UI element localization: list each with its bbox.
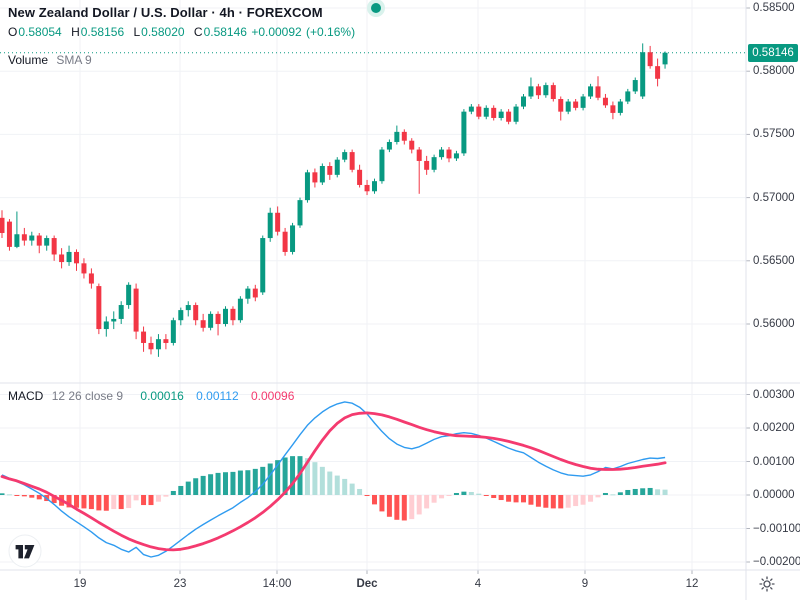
time-axis-label: 9 bbox=[581, 578, 589, 590]
volume-legend[interactable]: Volume SMA 9 bbox=[8, 53, 92, 67]
ohlc-values-row[interactable]: O0.58054 H0.58156 L0.58020 C0.58146 +0.0… bbox=[8, 25, 355, 39]
macd-hist-value: 0.00016 bbox=[140, 389, 184, 403]
low-label: L bbox=[133, 25, 141, 39]
low-value: 0.58020 bbox=[141, 25, 185, 39]
volume-params: SMA 9 bbox=[56, 53, 92, 67]
macd-axis-label: 0.00300 bbox=[753, 388, 795, 401]
time-axis-label: 12 bbox=[685, 578, 699, 590]
price-axis-label: 0.57000 bbox=[753, 191, 795, 204]
change-pct-value: (+0.16%) bbox=[306, 25, 356, 39]
time-axis-label: 19 bbox=[73, 578, 87, 590]
main-legend: New Zealand Dollar / U.S. Dollar · 4h · … bbox=[8, 5, 323, 20]
time-axis-label: 14:00 bbox=[262, 578, 292, 590]
price-axis-label: 0.58500 bbox=[753, 2, 795, 14]
high-value: 0.58156 bbox=[80, 25, 125, 39]
macd-axis-label: −0.00200 bbox=[753, 556, 800, 568]
symbol-title[interactable]: New Zealand Dollar / U.S. Dollar · 4h · … bbox=[8, 5, 323, 20]
high-label: H bbox=[71, 25, 80, 39]
macd-axis-label: 0.00200 bbox=[753, 422, 795, 434]
price-axis-label: 0.56000 bbox=[753, 318, 795, 330]
settings-gear-icon[interactable] bbox=[759, 576, 775, 592]
macd-signal-value: 0.00096 bbox=[251, 389, 295, 403]
time-axis-label: Dec bbox=[356, 578, 378, 590]
market-status-icon[interactable] bbox=[371, 3, 381, 13]
macd-line-value: 0.00112 bbox=[196, 389, 239, 403]
tradingview-logo[interactable] bbox=[8, 534, 42, 573]
time-axis-label: 4 bbox=[474, 578, 482, 590]
close-value: 0.58146 bbox=[203, 25, 247, 39]
change-value: +0.00092 bbox=[251, 25, 302, 39]
open-value: 0.58054 bbox=[18, 25, 62, 39]
macd-axis-label: 0.00000 bbox=[753, 489, 795, 501]
price-axis-label: 0.58000 bbox=[753, 65, 795, 78]
volume-label: Volume bbox=[8, 53, 49, 67]
time-axis-label: 23 bbox=[173, 578, 187, 590]
current-price-badge: 0.58146 bbox=[748, 43, 798, 62]
macd-label: MACD bbox=[8, 389, 44, 403]
price-axis-label: 0.56500 bbox=[753, 254, 795, 267]
macd-axis-label: −0.00100 bbox=[753, 522, 800, 535]
open-label: O bbox=[8, 25, 18, 39]
macd-axis-label: 0.00100 bbox=[753, 455, 795, 468]
close-label: C bbox=[193, 25, 203, 39]
price-axis-label: 0.57500 bbox=[753, 128, 795, 141]
macd-params: 12 26 close 9 bbox=[51, 389, 124, 403]
macd-legend[interactable]: MACD 12 26 close 9 0.00016 0.00112 0.000… bbox=[8, 389, 294, 403]
